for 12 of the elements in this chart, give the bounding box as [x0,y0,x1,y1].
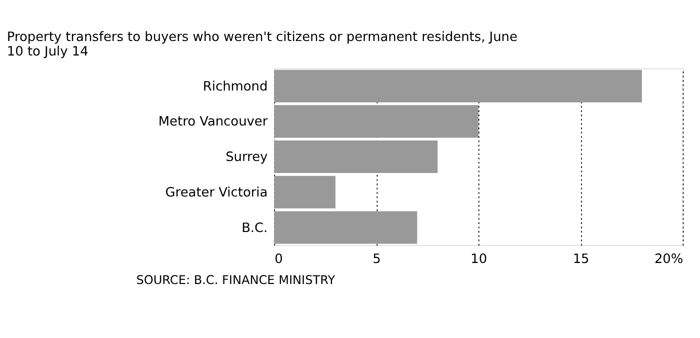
x-tick-label: 5 [372,252,381,267]
x-tick-label: 15 [572,252,590,267]
y-tick-label: Greater Victoria [165,185,268,200]
y-tick-label: Metro Vancouver [158,114,268,130]
y-tick-label: Richmond [202,79,268,94]
source-note: SOURCE: B.C. FINANCE MINISTRY [136,272,336,287]
y-tick-label: B.C. [242,220,268,236]
y-tick-label: Surrey [226,150,268,166]
x-tick-label: 10 [470,252,488,267]
chart-title: Property transfers to buyers who weren't citizens or permanent residents, June 10 to July 14 [6,30,518,60]
x-tick-label: 0 [274,252,283,267]
x-tick-label: 20% [654,252,684,267]
